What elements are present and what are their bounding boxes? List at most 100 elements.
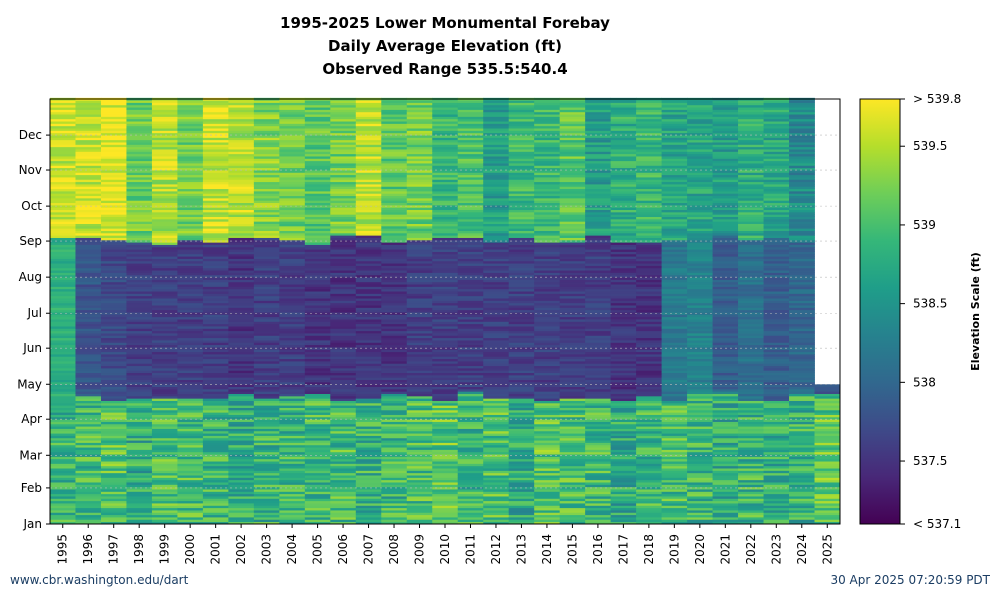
heat-cell <box>151 489 178 492</box>
heat-cell <box>177 337 204 341</box>
heat-cell <box>330 409 357 413</box>
heat-cell <box>457 223 484 227</box>
heat-cell <box>151 454 178 457</box>
heat-cell <box>100 349 127 353</box>
heat-cell <box>253 496 280 499</box>
heat-cell <box>330 102 357 106</box>
heat-cell <box>202 435 229 439</box>
heat-cell <box>483 305 510 308</box>
heat-cell <box>508 458 535 462</box>
heat-cell <box>50 391 76 394</box>
heat-cell <box>100 475 127 478</box>
heat-cell <box>304 249 331 252</box>
heat-cell <box>330 167 357 171</box>
heat-cell <box>50 237 76 241</box>
heat-cell <box>253 284 280 287</box>
heat-cell <box>151 507 178 511</box>
heat-cell <box>534 517 561 520</box>
heat-cell <box>126 211 153 215</box>
heat-cell <box>406 284 433 287</box>
heat-cell <box>687 104 713 108</box>
heat-cell <box>151 395 178 399</box>
heat-cell <box>330 218 357 222</box>
heat-cell <box>100 360 127 364</box>
heat-cell <box>355 395 382 399</box>
heat-cell <box>534 498 561 502</box>
heat-cell <box>406 121 433 124</box>
heat-cell <box>151 298 178 301</box>
heat-cell <box>126 244 153 248</box>
heat-cell <box>636 216 663 220</box>
heat-cell <box>202 319 229 322</box>
heat-cell <box>712 330 739 334</box>
heat-cell <box>712 370 739 374</box>
heat-cell <box>687 468 713 471</box>
heat-cell <box>406 291 433 294</box>
heat-cell <box>610 398 637 401</box>
heat-cell <box>151 232 178 236</box>
heat-cell <box>202 111 229 115</box>
heat-cell <box>712 242 739 245</box>
heat-cell <box>304 498 331 502</box>
heat-cell <box>534 407 561 411</box>
heat-cell <box>585 505 612 509</box>
heat-cell <box>126 309 153 313</box>
heat-cell <box>432 237 459 241</box>
heat-cell <box>406 102 433 106</box>
heat-cell <box>279 209 306 213</box>
heat-cell <box>610 184 637 187</box>
heat-cell <box>75 496 102 499</box>
heat-cell <box>483 512 510 516</box>
heat-cell <box>253 207 280 211</box>
heat-cell <box>534 412 561 415</box>
heat-cell <box>151 193 178 197</box>
heat-cell <box>559 386 586 390</box>
heat-cell <box>228 277 255 280</box>
heat-cell <box>202 517 229 520</box>
heat-cell <box>355 489 382 492</box>
heat-cell <box>304 416 331 420</box>
heat-cell <box>534 300 561 304</box>
heat-cell <box>253 377 280 381</box>
heat-cell <box>75 347 102 350</box>
heat-cell <box>330 414 357 418</box>
heat-cell <box>381 172 408 176</box>
heat-cell <box>202 463 229 467</box>
heat-cell <box>585 344 612 348</box>
heat-cell <box>279 381 306 385</box>
heat-cell <box>228 146 255 150</box>
heat-cell <box>253 132 280 136</box>
heat-cell <box>559 260 586 264</box>
heat-cell <box>253 428 280 432</box>
heat-cell <box>661 372 688 376</box>
heat-cell <box>559 463 586 467</box>
heat-cell <box>177 284 204 287</box>
heat-cell <box>610 260 637 264</box>
heat-cell <box>228 500 255 504</box>
heat-cell <box>381 146 408 150</box>
heat-cell <box>279 468 306 471</box>
heat-cell <box>253 456 280 460</box>
heat-cell <box>483 470 510 474</box>
heat-cell <box>253 223 280 227</box>
heat-cell <box>381 428 408 432</box>
heat-cell <box>253 458 280 462</box>
heat-cell <box>330 421 357 425</box>
heat-cell <box>534 323 561 327</box>
heat-cell <box>355 209 382 213</box>
heat-cell <box>610 514 637 518</box>
heat-cell <box>712 216 739 220</box>
heat-cell <box>279 416 306 420</box>
heat-cell <box>100 398 127 401</box>
heat-cell <box>177 475 204 478</box>
heat-cell <box>534 221 561 224</box>
heat-cell <box>100 211 127 215</box>
heat-cell <box>253 437 280 441</box>
heat-cell <box>279 270 306 273</box>
heat-cell <box>457 160 484 164</box>
heat-cell <box>508 186 535 190</box>
heat-cell <box>355 512 382 516</box>
heat-cell <box>381 316 408 320</box>
heat-cell <box>457 421 484 425</box>
heat-cell <box>355 104 382 108</box>
